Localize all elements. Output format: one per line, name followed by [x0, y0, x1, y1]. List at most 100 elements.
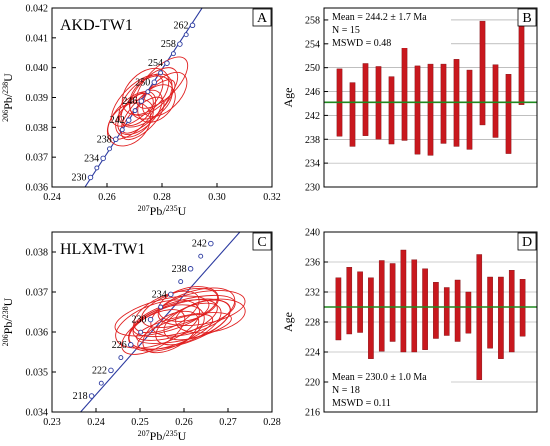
age-marker-minor [94, 165, 100, 171]
concordia-curve [80, 232, 241, 412]
x-axis-label: 207Pb/235U [138, 429, 187, 443]
stats-background [329, 10, 451, 48]
y-label-sup: 238 [1, 306, 10, 318]
y-tick-label: 242 [305, 111, 320, 122]
x-tick-label: 0.30 [208, 192, 226, 203]
y-tick-label: 220 [305, 378, 320, 389]
age-marker [151, 79, 158, 86]
x-tick-label: 0.26 [98, 192, 116, 203]
age-bar [466, 69, 473, 150]
age-marker-minor [132, 108, 138, 114]
y-axis-label: Age [281, 88, 295, 108]
y-tick-label: 224 [305, 348, 320, 359]
y-tick-label: 0.040 [26, 63, 49, 74]
age-bar [349, 82, 356, 147]
age-bar [508, 270, 515, 353]
x-tick-label: 0.24 [43, 192, 61, 203]
x-label-sup: 235 [166, 429, 178, 438]
y-tick-label: 258 [305, 15, 320, 26]
age-label: 254 [148, 58, 163, 69]
age-marker-minor [107, 146, 112, 152]
error-ellipse [157, 290, 246, 326]
x-tick-label: 0.27 [219, 417, 237, 428]
panel-letter: C [257, 235, 266, 250]
error-ellipse [111, 74, 164, 127]
y-tick-label: 234 [305, 159, 320, 170]
age-bar [411, 259, 418, 353]
stats-background [329, 370, 451, 408]
y-label-sup: 206 [1, 110, 10, 122]
age-marker [138, 98, 145, 104]
age-marker-minor [198, 253, 204, 259]
age-marker [189, 22, 196, 29]
age-bar [357, 271, 363, 333]
x-label-el: U [178, 204, 187, 218]
y-axis-label: 206Pb/238U [1, 297, 15, 346]
age-bar [498, 276, 504, 359]
age-bar [465, 291, 472, 334]
x-label-sup: 235 [166, 204, 178, 213]
age-label: 222 [92, 365, 107, 376]
y-label-el: Pb/ [1, 93, 15, 110]
plot-frame [51, 231, 273, 413]
y-tick-label: 0.035 [26, 368, 49, 379]
y-tick-label: 0.038 [26, 123, 49, 134]
age-panel-D: 216 220 224 228 232 236 240 Age Mean = 230.0 ± 1… [281, 228, 538, 419]
age-bar [443, 287, 450, 336]
age-marker-minor [170, 51, 176, 57]
age-marker [125, 117, 132, 123]
age-marker [113, 136, 119, 143]
x-axis-label: 207Pb/235U [138, 204, 187, 218]
age-marker [87, 174, 94, 181]
plot-area [80, 232, 246, 412]
age-bar [335, 277, 342, 341]
age-bar [440, 63, 447, 144]
age-label: 242 [192, 239, 207, 250]
y-tick-label: 246 [305, 87, 320, 98]
x-tick-label: 0.26 [175, 417, 193, 428]
age-bar [401, 39, 408, 141]
x-tick-label: 0.25 [131, 417, 149, 428]
n-text: N = 18 [332, 385, 360, 396]
mswd-text: MSWD = 0.48 [332, 38, 391, 49]
x-label-el: U [178, 429, 187, 443]
age-marker [88, 393, 95, 399]
y-tick-label: 0.039 [26, 93, 49, 104]
y-tick-label: 230 [305, 183, 320, 194]
age-marker-minor [183, 32, 189, 38]
age-label: 238 [172, 264, 187, 275]
y-label-el: U [1, 73, 15, 82]
y-tick-label: 236 [305, 258, 320, 269]
age-marker [164, 60, 170, 66]
y-tick-label: 0.038 [26, 248, 49, 259]
y-tick-label: 254 [305, 39, 320, 50]
age-marker [108, 367, 114, 374]
error-ellipse [120, 92, 154, 126]
panel-letter-box [517, 232, 537, 251]
mswd-text: MSWD = 0.11 [332, 398, 391, 409]
y-tick-label: 232 [305, 288, 320, 299]
y-label-sup: 238 [1, 82, 10, 94]
age-bar [518, 20, 525, 105]
y-tick-label: 0.041 [26, 33, 49, 44]
age-bar [492, 64, 499, 138]
age-marker-minor [178, 279, 184, 285]
age-label: 230 [132, 315, 147, 326]
y-tick-label: 0.034 [26, 408, 49, 419]
age-marker-minor [118, 355, 124, 361]
age-bar [400, 249, 407, 353]
x-label-sup: 207 [138, 204, 150, 213]
age-bar [505, 74, 512, 154]
y-tick-label: 0.037 [26, 288, 49, 299]
y-label-sup: 206 [1, 334, 10, 346]
error-ellipse [106, 102, 152, 147]
error-ellipse [107, 91, 157, 140]
age-label: 226 [112, 340, 127, 351]
error-ellipse [136, 312, 232, 344]
plot-area [84, 8, 203, 187]
panel-letter: B [522, 11, 531, 26]
y-label-el: Pb/ [1, 318, 15, 335]
y-tick-label: 0.037 [26, 153, 49, 164]
age-bar [433, 282, 439, 339]
